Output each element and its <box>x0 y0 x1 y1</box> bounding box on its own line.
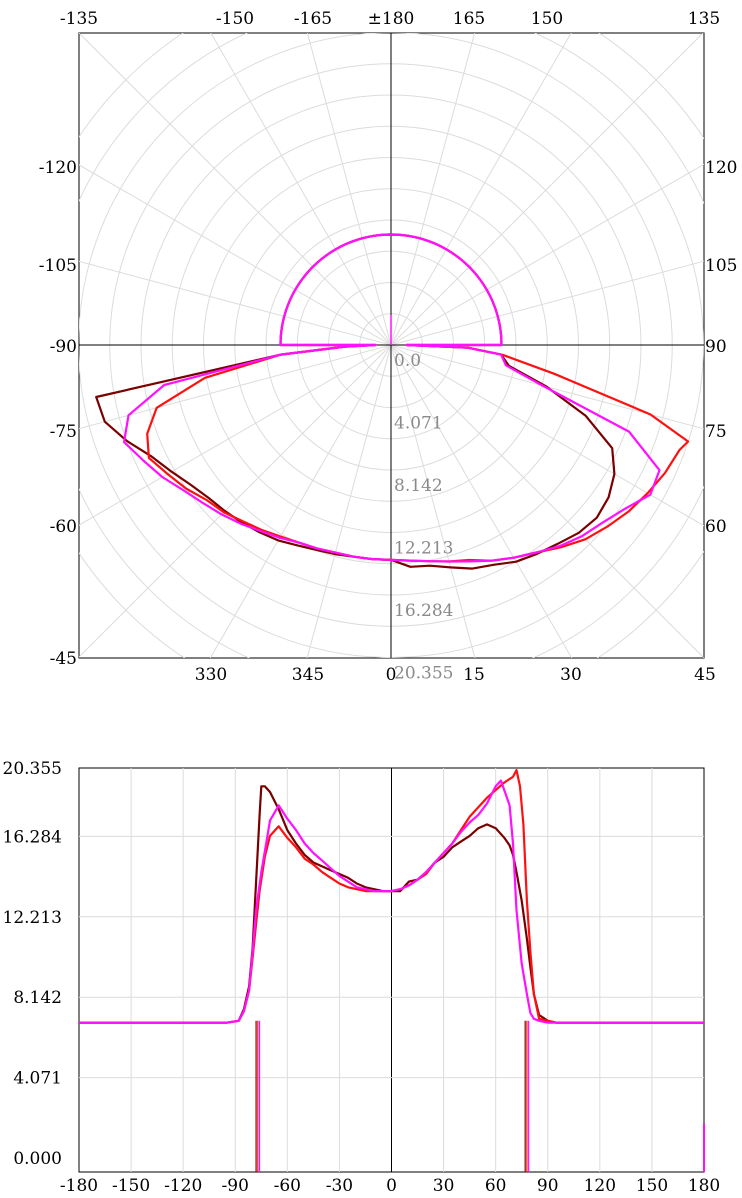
polar-grid-spoke <box>390 33 572 346</box>
cartesian-y-tick-label: 4.071 <box>13 1069 62 1089</box>
polar-series <box>95 233 690 570</box>
polar-bottom-angle-label: 30 <box>560 665 582 685</box>
cartesian-intensity-chart: -180 -150 -120 -90 -60 -30 0 30 60 90 120 150 180 0.0… <box>3 759 721 1196</box>
polar-labels: 0.0 4.071 8.142 12.213 16.284 20.355 -135 -150 -… <box>39 9 738 685</box>
polar-bottom-angle-label: 330 <box>195 665 227 685</box>
polar-right-angle-label: 105 <box>705 256 737 276</box>
cartesian-series <box>79 769 705 1172</box>
polar-grid-spoke <box>79 260 392 346</box>
polar-series-3 <box>123 233 661 563</box>
cartesian-x-tick-label: 150 <box>636 1176 668 1196</box>
polar-left-angle-label: -75 <box>50 422 77 442</box>
polar-right-angle-label: 45 <box>694 665 716 685</box>
polar-right-angle-label: 120 <box>705 158 737 178</box>
cartesian-x-tick-label: -180 <box>60 1176 98 1196</box>
polar-grid-spoke <box>79 344 392 658</box>
cartesian-labels: -180 -150 -120 -90 -60 -30 0 30 60 90 120 150 180 0.0… <box>3 759 721 1196</box>
polar-radial-tick-label: 8.142 <box>394 476 443 496</box>
polar-top-angle-label: ±180 <box>368 9 415 29</box>
cartesian-x-tick-label: -150 <box>112 1176 150 1196</box>
polar-right-angle-label: 60 <box>705 517 727 537</box>
polar-top-angle-label: 165 <box>453 9 485 29</box>
cartesian-series-3 <box>79 779 704 1024</box>
cartesian-x-tick-label: -60 <box>274 1176 301 1196</box>
cartesian-x-tick-label: 0 <box>386 1176 397 1196</box>
cartesian-y-tick-label: 0.000 <box>13 1149 62 1169</box>
cartesian-y-tick-label: 8.142 <box>13 988 62 1008</box>
polar-right-angle-label: 90 <box>705 337 727 357</box>
cartesian-x-tick-label: -30 <box>326 1176 353 1196</box>
polar-grid-spoke <box>306 344 392 658</box>
cartesian-x-tick-label: 60 <box>485 1176 507 1196</box>
polar-grid-spoke <box>79 33 392 346</box>
cartesian-y-tick-label: 12.213 <box>3 908 62 928</box>
polar-intensity-chart: 0.0 4.071 8.142 12.213 16.284 20.355 -135 -150 -… <box>39 9 738 685</box>
polar-grid-spoke <box>306 33 392 346</box>
polar-top-angle-label: 135 <box>688 9 720 29</box>
polar-left-angle-label: -120 <box>39 158 77 178</box>
cartesian-y-tick-label: 16.284 <box>3 827 62 847</box>
polar-left-angle-label: -105 <box>39 256 77 276</box>
polar-radial-tick-label: 12.213 <box>394 539 453 559</box>
polar-bottom-angle-label: 345 <box>292 665 324 685</box>
cartesian-x-tick-label: 180 <box>688 1176 720 1196</box>
polar-top-angle-label: 150 <box>531 9 563 29</box>
polar-grid-spoke <box>390 33 704 346</box>
polar-top-angle-label: -150 <box>216 9 254 29</box>
polar-grid-spoke <box>390 344 704 430</box>
polar-grid-spoke <box>79 344 392 430</box>
polar-radial-tick-label: 16.284 <box>394 601 453 621</box>
cartesian-y-tick-label: 20.355 <box>3 759 62 779</box>
polar-top-angle-label: -165 <box>294 9 332 29</box>
polar-grid-spoke <box>390 33 476 346</box>
polar-grid-spoke <box>390 163 704 346</box>
polar-top-angle-label: -135 <box>60 9 98 29</box>
polar-bottom-angle-label: 0 <box>386 665 397 685</box>
polar-grid-spoke <box>390 344 704 527</box>
polar-grid-spoke <box>390 260 704 346</box>
polar-radial-tick-label: 20.355 <box>394 664 453 684</box>
polar-grid-spoke <box>390 344 476 658</box>
cartesian-x-tick-label: 120 <box>584 1176 616 1196</box>
polar-bottom-angle-label: 15 <box>463 665 485 685</box>
polar-radial-tick-label: 0.0 <box>394 351 421 371</box>
cartesian-x-tick-label: -120 <box>164 1176 202 1196</box>
polar-grid-spoke <box>390 344 704 658</box>
polar-right-angle-label: 75 <box>705 422 727 442</box>
polar-grid-spoke <box>79 164 392 346</box>
cartesian-x-tick-label: -90 <box>222 1176 249 1196</box>
cartesian-x-tick-label: 30 <box>433 1176 455 1196</box>
polar-radial-tick-label: 4.071 <box>394 414 443 434</box>
cartesian-grid <box>79 768 704 1172</box>
polar-left-angle-label: -60 <box>50 517 77 537</box>
cartesian-x-tick-label: 90 <box>537 1176 559 1196</box>
polar-grid-spoke <box>79 344 392 526</box>
polar-left-angle-label: -45 <box>50 649 77 669</box>
polar-grid-spoke <box>209 344 392 658</box>
polar-left-angle-label: -90 <box>50 337 77 357</box>
polar-grid-spoke <box>210 33 392 346</box>
